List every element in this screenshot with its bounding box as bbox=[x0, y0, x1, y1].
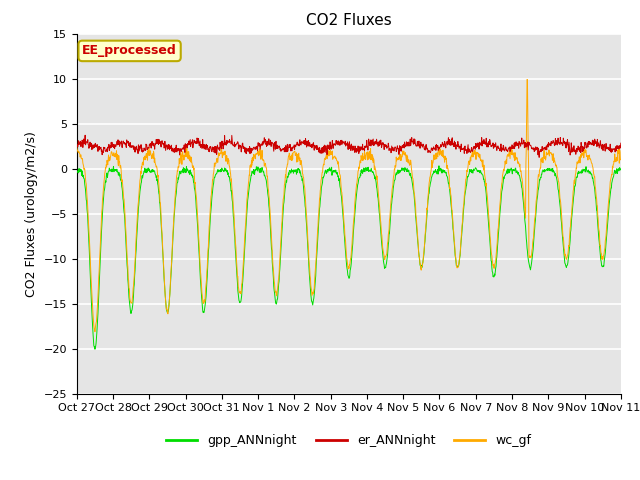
Legend: gpp_ANNnight, er_ANNnight, wc_gf: gpp_ANNnight, er_ANNnight, wc_gf bbox=[161, 429, 536, 452]
Text: EE_processed: EE_processed bbox=[82, 44, 177, 58]
Y-axis label: CO2 Fluxes (urology/m2/s): CO2 Fluxes (urology/m2/s) bbox=[25, 131, 38, 297]
Title: CO2 Fluxes: CO2 Fluxes bbox=[306, 13, 392, 28]
